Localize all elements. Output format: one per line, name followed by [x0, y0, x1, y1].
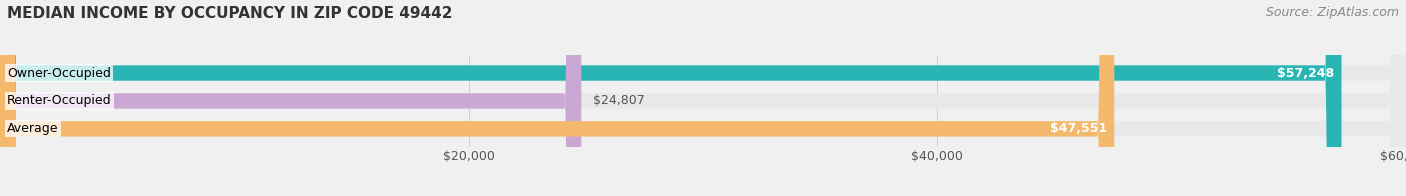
FancyBboxPatch shape: [0, 0, 1115, 196]
Text: Renter-Occupied: Renter-Occupied: [7, 94, 111, 107]
Text: Source: ZipAtlas.com: Source: ZipAtlas.com: [1265, 6, 1399, 19]
Text: Average: Average: [7, 122, 59, 135]
Text: MEDIAN INCOME BY OCCUPANCY IN ZIP CODE 49442: MEDIAN INCOME BY OCCUPANCY IN ZIP CODE 4…: [7, 6, 453, 21]
Text: $57,248: $57,248: [1278, 66, 1334, 80]
FancyBboxPatch shape: [0, 0, 1341, 196]
Text: Owner-Occupied: Owner-Occupied: [7, 66, 111, 80]
Text: $47,551: $47,551: [1050, 122, 1108, 135]
FancyBboxPatch shape: [0, 0, 581, 196]
Text: $24,807: $24,807: [592, 94, 644, 107]
